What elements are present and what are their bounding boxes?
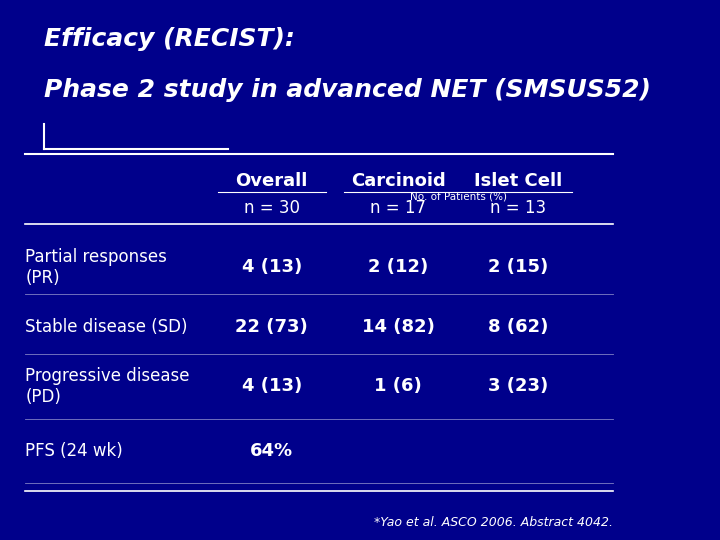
Text: 2 (15): 2 (15) <box>488 258 549 276</box>
Text: Stable disease (SD): Stable disease (SD) <box>25 318 188 336</box>
Text: Islet Cell: Islet Cell <box>474 172 562 190</box>
Text: 4 (13): 4 (13) <box>242 258 302 276</box>
Text: No. of Patients (%): No. of Patients (%) <box>410 192 507 201</box>
Text: 3 (23): 3 (23) <box>488 377 549 395</box>
Text: Partial responses
(PR): Partial responses (PR) <box>25 248 167 287</box>
Text: Efficacy (RECIST):: Efficacy (RECIST): <box>44 27 295 51</box>
Text: 22 (73): 22 (73) <box>235 318 308 336</box>
Text: 4 (13): 4 (13) <box>242 377 302 395</box>
Text: Carcinoid: Carcinoid <box>351 172 446 190</box>
Text: n = 30: n = 30 <box>244 199 300 218</box>
Text: n = 13: n = 13 <box>490 199 546 218</box>
Text: 1 (6): 1 (6) <box>374 377 422 395</box>
Text: n = 17: n = 17 <box>370 199 426 218</box>
Text: 64%: 64% <box>251 442 293 460</box>
Text: Progressive disease
(PD): Progressive disease (PD) <box>25 367 190 406</box>
Text: *Yao et al. ASCO 2006. Abstract 4042.: *Yao et al. ASCO 2006. Abstract 4042. <box>374 516 613 529</box>
Text: 14 (82): 14 (82) <box>361 318 435 336</box>
Text: Phase 2 study in advanced NET (SMSUS52): Phase 2 study in advanced NET (SMSUS52) <box>44 78 651 102</box>
Text: Overall: Overall <box>235 172 308 190</box>
Text: 2 (12): 2 (12) <box>368 258 428 276</box>
Text: PFS (24 wk): PFS (24 wk) <box>25 442 123 460</box>
Text: 8 (62): 8 (62) <box>488 318 549 336</box>
